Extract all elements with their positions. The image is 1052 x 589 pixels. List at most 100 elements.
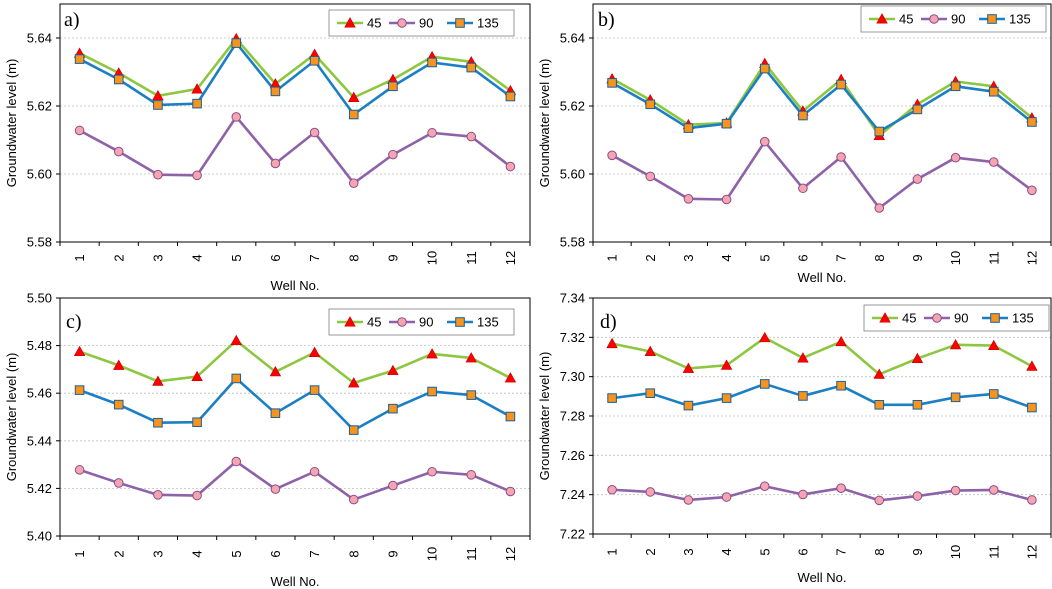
y-tick-label: 5.62 [27,99,52,114]
data-point-45 [73,345,86,357]
x-tick-label: 5 [229,550,244,557]
data-point-90 [505,161,516,172]
data-point-135 [759,63,770,74]
data-point-135 [309,385,320,395]
legend-marker-90 [397,317,407,327]
x-tick-label: 3 [681,548,696,555]
data-point-135 [348,425,359,435]
chart-panel-2: 5.405.425.445.465.485.501 2 3 4 5 6 7 8 9 10 11 12W… [4,291,531,589]
data-point-90 [607,484,617,495]
series-line-45 [79,339,512,385]
legend-label: 135 [1009,12,1031,27]
data-point-135 [427,386,437,397]
x-tick-label: 10 [425,547,440,561]
x-tick-label: 1 [605,548,620,555]
x-tick-label: 9 [910,548,925,555]
y-tick-label: 5.60 [27,167,52,182]
data-point-45 [988,339,1000,351]
x-tick-label: 8 [346,254,361,261]
data-point-135 [505,91,516,102]
x-tick-label: 6 [268,254,283,261]
data-point-45 [191,370,203,382]
x-axis-label: Well No. [271,278,320,293]
x-tick-label: 9 [385,254,400,261]
x-tick-label: 7 [307,254,322,261]
data-point-45 [873,368,885,379]
chart-panel-3: 7.227.247.267.287.307.327.341 2 3 4 5 6 7 8 9 10 1… [537,291,1052,585]
x-tick-label: 6 [268,550,283,557]
data-point-135 [74,54,85,64]
data-point-90 [270,158,281,169]
x-tick-label: 8 [872,254,887,261]
panel-label: b) [598,9,615,31]
y-tick-label: 7.34 [560,291,585,306]
data-point-90 [759,481,770,492]
y-tick-label: 7.32 [560,330,585,345]
data-point-135 [270,86,281,97]
data-point-90 [309,127,320,138]
panel-label: c) [66,311,82,333]
data-point-90 [466,131,477,142]
data-point-90 [113,146,124,157]
data-point-90 [505,486,516,497]
data-point-135 [309,55,320,66]
x-tick-label: 3 [150,254,165,261]
data-point-135 [74,385,85,395]
y-tick-label: 7.22 [560,527,585,542]
data-point-45 [949,338,962,350]
data-point-135 [645,388,656,398]
data-point-135 [759,379,770,389]
x-tick-label: 4 [719,254,734,261]
data-point-45 [797,352,809,363]
legend-label: 45 [899,12,913,27]
data-point-45 [387,364,399,376]
x-tick-label: 8 [872,548,887,555]
data-point-45 [504,372,517,383]
x-tick-label: 10 [948,545,963,559]
series-line-135 [611,67,1033,133]
series-line-45 [78,37,512,99]
y-tick-label: 7.28 [560,409,585,424]
data-point-90 [912,174,923,184]
data-point-90 [721,492,732,502]
data-point-45 [606,337,618,349]
data-point-45 [152,375,164,386]
data-point-135 [192,417,202,428]
x-tick-label: 10 [425,251,440,265]
legend-label: 90 [954,311,968,326]
legend-box [328,9,515,37]
x-tick-label: 11 [986,251,1001,265]
legend-label: 45 [367,16,381,31]
data-point-135 [798,110,808,121]
legend-label: 45 [902,311,916,326]
data-point-90 [988,157,999,167]
legend-label: 45 [367,315,381,330]
series-line-45 [611,336,1033,376]
y-tick-label: 5.60 [560,167,585,182]
data-point-135 [645,99,656,110]
data-point-90 [836,152,846,162]
data-point-135 [912,104,923,115]
data-point-135 [113,399,124,410]
series-line-90 [78,115,512,185]
data-point-90 [607,150,617,161]
data-point-90 [645,487,656,497]
y-tick-label: 5.62 [560,99,585,114]
y-tick-label: 5.42 [27,481,52,496]
data-point-90 [874,203,885,213]
legend-marker-135 [987,14,997,24]
x-tick-label: 3 [150,550,165,557]
data-point-45 [113,359,125,370]
x-axis-label: Well No. [271,574,320,589]
x-tick-label: 12 [503,251,518,265]
legend-marker-45 [876,13,888,24]
y-tick-label: 5.50 [27,291,52,306]
data-point-45 [348,91,360,102]
x-tick-label: 4 [719,548,734,555]
x-tick-label: 12 [503,547,518,561]
x-tick-label: 4 [190,550,205,557]
data-point-90 [1027,185,1037,196]
legend-label: 135 [1012,311,1034,326]
x-tick-label: 8 [346,550,361,557]
